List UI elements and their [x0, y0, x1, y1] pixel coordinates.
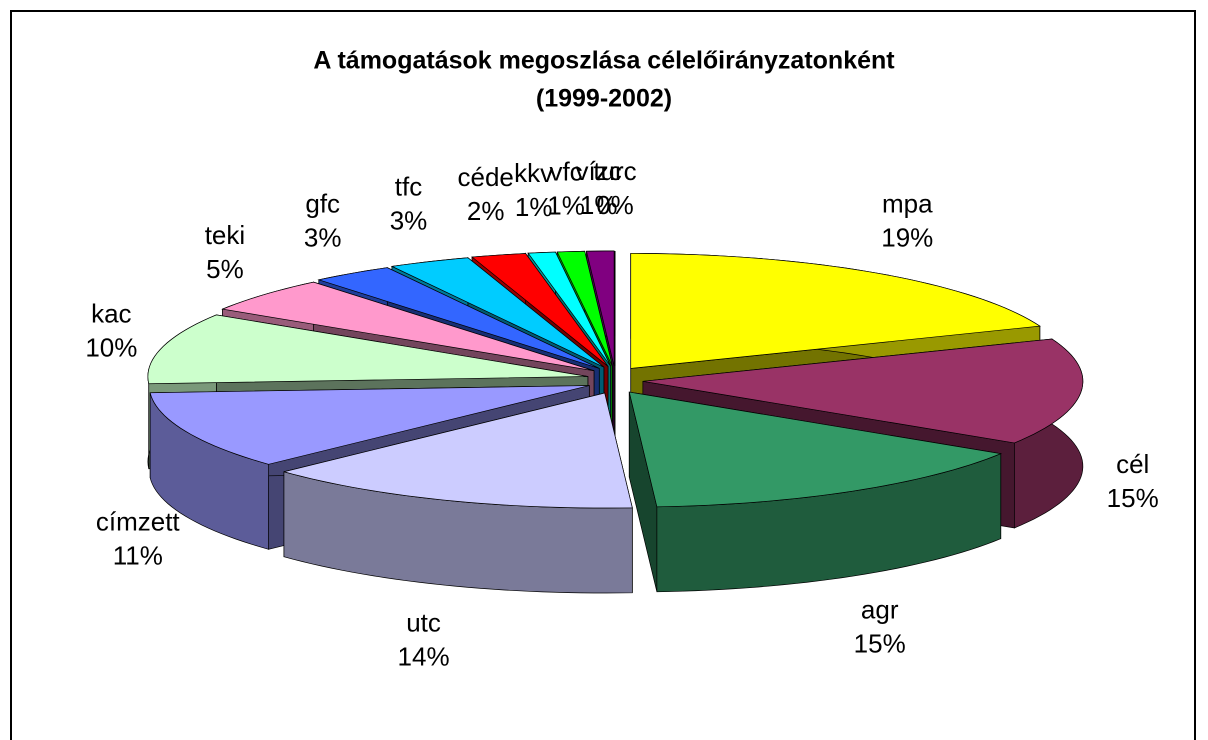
chart-title: A támogatások megoszlása célelőirányzato… — [313, 47, 895, 75]
value-label: 11% — [113, 540, 163, 570]
slice — [147, 314, 588, 385]
value-label: 5% — [206, 254, 244, 284]
slice — [471, 253, 609, 367]
value-label: 1% — [580, 190, 618, 220]
slice — [149, 385, 590, 465]
category-label: agr — [861, 594, 899, 624]
category-label: gfc — [305, 189, 340, 219]
category-label: címzett — [96, 506, 181, 536]
category-label: kac — [91, 299, 131, 329]
category-label: vfc — [549, 157, 582, 187]
value-label: 2% — [467, 196, 505, 226]
value-label: 3% — [304, 223, 342, 253]
slice — [527, 251, 611, 367]
category-label: cél — [1116, 449, 1149, 479]
category-label: utc — [406, 608, 441, 638]
slice — [628, 391, 1003, 508]
value-label: 15% — [854, 628, 906, 658]
slice — [317, 267, 600, 369]
slices — [147, 250, 1084, 594]
category-label: tfc — [395, 172, 422, 202]
slice — [642, 338, 1084, 444]
slice — [390, 257, 605, 368]
chart-frame — [10, 10, 1196, 740]
value-label: 15% — [1107, 483, 1159, 513]
value-label: 19% — [881, 223, 933, 253]
slice — [586, 250, 615, 367]
category-label: teki — [205, 220, 245, 250]
category-label: mpa — [882, 189, 933, 219]
category-label: turc — [593, 156, 636, 186]
value-label: 10% — [85, 333, 137, 363]
slice — [630, 253, 1041, 369]
value-label: 3% — [390, 206, 428, 236]
value-label: 0% — [596, 190, 634, 220]
slice — [221, 281, 595, 372]
value-label: 14% — [398, 642, 450, 672]
chart-subtitle: (1999-2002) — [536, 85, 672, 113]
category-label: céde — [457, 162, 513, 192]
slice — [283, 392, 633, 509]
value-label: 1% — [547, 191, 585, 221]
slice — [556, 250, 613, 367]
category-label: vízc — [576, 156, 622, 186]
value-label: 1% — [515, 192, 553, 222]
category-label: kkv — [514, 158, 553, 188]
